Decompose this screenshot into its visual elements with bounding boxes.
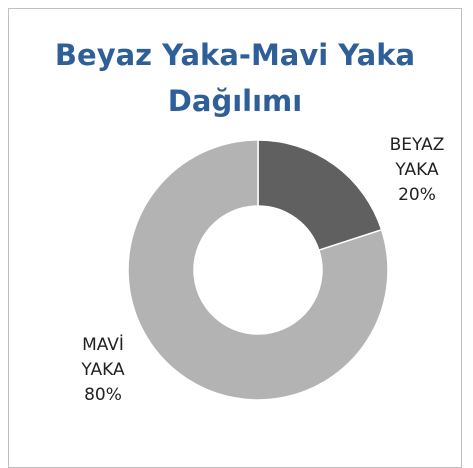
category-label: BEYAZ YAKA [389, 135, 445, 180]
data-label: BEYAZ YAKA 20% [377, 133, 457, 208]
chart [127, 139, 389, 401]
chart-title: Beyaz Yaka-Mavi Yaka Dağılımı [54, 38, 416, 118]
value-label: 80% [84, 385, 122, 405]
donut-slice [257, 139, 383, 252]
data-label: MAVİ YAKA 80% [63, 333, 143, 408]
value-label: 20% [398, 185, 436, 205]
donut-slice [127, 139, 389, 401]
page: Beyaz Yaka-Mavi Yaka Dağılımı BEYAZ YAKA… [8, 8, 462, 468]
category-label: MAVİ YAKA [81, 335, 125, 380]
